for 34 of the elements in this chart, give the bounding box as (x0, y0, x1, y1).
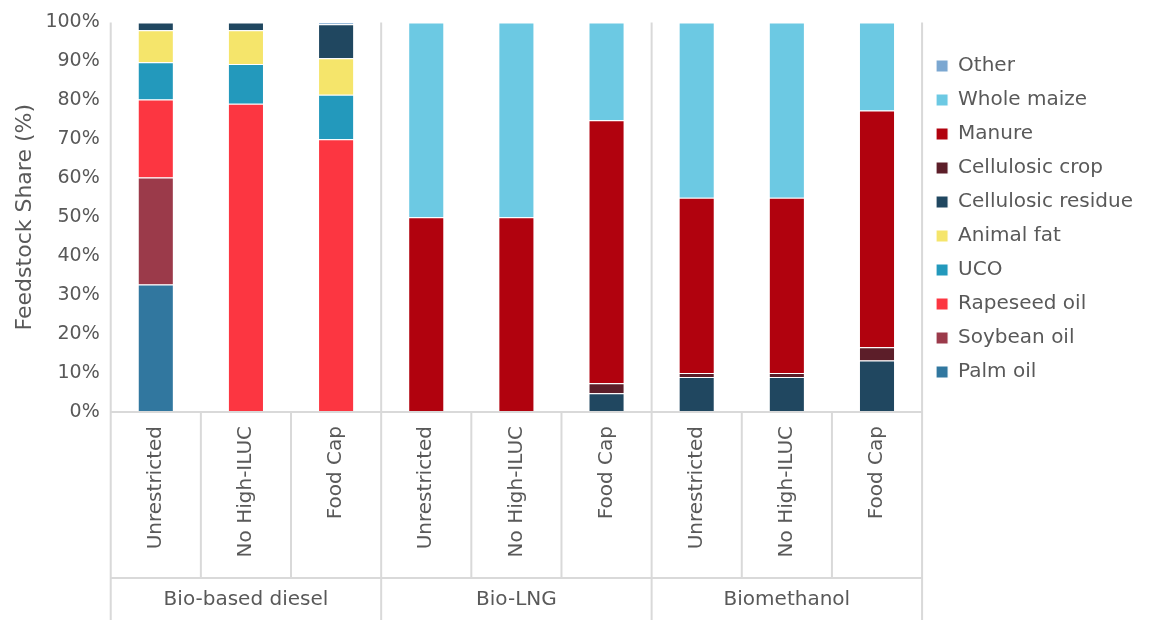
legend-label: Manure (958, 120, 1034, 145)
y-tick-label: 40% (57, 243, 100, 266)
y-tick-label: 20% (57, 321, 100, 344)
x-tick-label: No High-ILUC (502, 426, 527, 558)
legend-label: Soybean oil (958, 324, 1075, 349)
text: Bio-LNG (476, 586, 557, 611)
legend-label: Whole maize (958, 86, 1088, 111)
y-axis-title: Feedstock Share (%) (10, 103, 36, 331)
x-tick-label: Food Cap (592, 426, 617, 520)
y-tick-label: 50% (57, 204, 100, 227)
legend-label: Rapeseed oil (958, 290, 1087, 315)
x-tick-label: Unrestricted (142, 426, 166, 550)
x-tick-label: No High-ILUC (232, 426, 257, 558)
x-tick-label: No High-ILUC (773, 426, 798, 558)
x-tick-label: Unrestricted (682, 426, 707, 550)
y-tick-label: 90% (57, 48, 100, 71)
legend-label: Cellulosic crop (958, 154, 1103, 179)
y-tick-label: 30% (57, 282, 100, 305)
y-tick-label: 0% (69, 398, 100, 421)
y-tick-label: 70% (57, 126, 100, 149)
y-tick-label: 80% (57, 87, 100, 110)
x-tick-label: Food Cap (322, 426, 347, 520)
y-tick-label: 60% (57, 165, 100, 188)
legend-label: Animal fat (958, 222, 1061, 247)
text: Biomethanol (723, 586, 851, 611)
x-tick-label: Unrestricted (412, 426, 437, 550)
legend-label: Cellulosic residue (958, 188, 1133, 213)
legend-label: Palm oil (958, 358, 1037, 383)
y-tick-label: 100% (45, 9, 100, 32)
legend-label: Other (958, 52, 1016, 77)
text: Bio-based diesel (163, 586, 329, 611)
y-tick-label: 10% (57, 359, 100, 382)
legend-label: UCO (958, 256, 1003, 281)
x-tick-label: Food Cap (863, 426, 888, 520)
